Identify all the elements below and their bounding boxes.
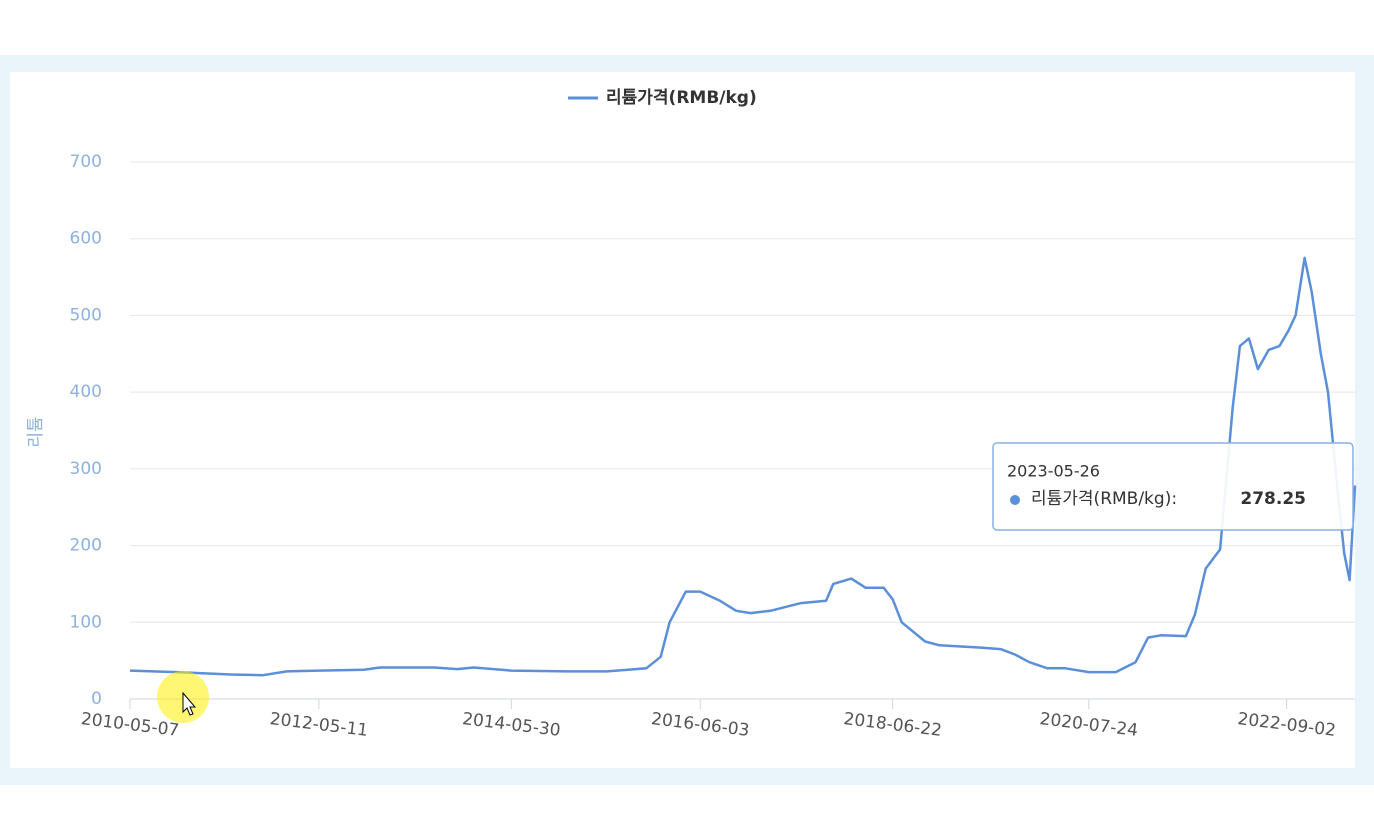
y-tick-label: 100 <box>70 612 102 632</box>
y-tick-label: 700 <box>70 152 102 172</box>
tooltip-dot <box>1010 495 1020 505</box>
panel <box>10 72 1355 768</box>
tooltip-box <box>992 442 1354 531</box>
tooltip: 2023-05-26 리튬가격(RMB/kg): 278.25 <box>992 442 1354 531</box>
y-tick-label: 500 <box>70 305 102 325</box>
legend-label: 리튬가격(RMB/kg) <box>606 88 757 108</box>
y-tick-label: 400 <box>70 382 102 402</box>
cursor <box>182 691 197 716</box>
tooltip-date: 2023-05-26 <box>1007 462 1100 481</box>
y-tick-label: 200 <box>70 536 102 556</box>
tooltip-value: 278.25 <box>1240 489 1306 509</box>
legend: 리튬가격(RMB/kg) <box>568 88 757 108</box>
y-axis-title: 리튬 <box>26 416 46 447</box>
tooltip-label: 리튬가격(RMB/kg): <box>1031 489 1177 509</box>
y-tick-label: 600 <box>70 229 102 249</box>
series-line <box>129 256 1357 677</box>
y-tick-label: 0 <box>91 689 102 709</box>
y-tick-label: 300 <box>70 459 102 479</box>
